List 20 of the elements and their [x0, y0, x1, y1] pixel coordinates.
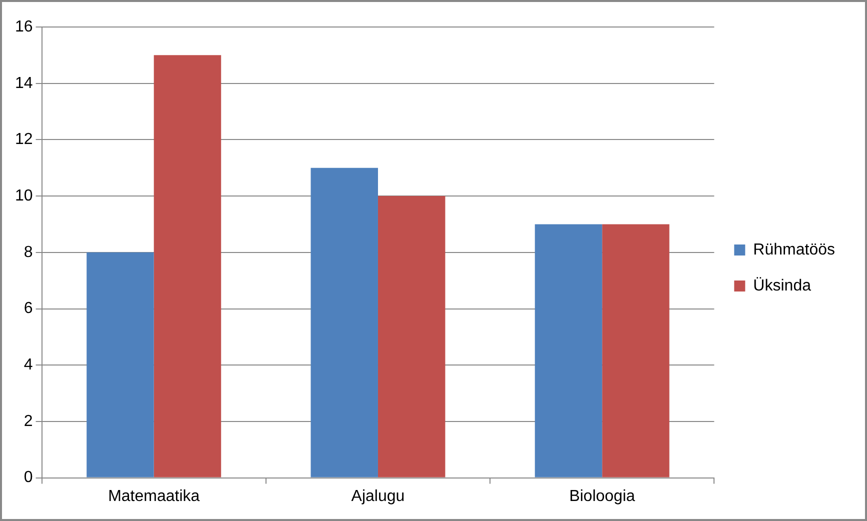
x-tick-label: Matemaatika [108, 488, 200, 505]
y-tick-label: 4 [24, 356, 33, 374]
y-tick-label: 6 [24, 300, 33, 318]
bar [602, 224, 670, 478]
bar [310, 168, 378, 478]
y-tick-label: 12 [15, 131, 33, 148]
y-tick-label: 8 [24, 244, 33, 261]
x-tick-label: Ajalugu [351, 488, 405, 505]
bar [154, 55, 222, 478]
y-tick-label: 14 [15, 74, 33, 92]
y-tick-label: 0 [24, 469, 33, 486]
bar [378, 196, 446, 478]
legend-label: Rühmatöös [753, 241, 836, 258]
bar [86, 252, 154, 478]
y-tick-label: 10 [15, 187, 33, 204]
y-tick-label: 2 [24, 412, 33, 430]
legend-label: Üksinda [753, 276, 812, 294]
bar [534, 224, 602, 478]
x-tick-label: Bioloogia [569, 488, 636, 505]
y-tick-label: 16 [15, 18, 33, 36]
